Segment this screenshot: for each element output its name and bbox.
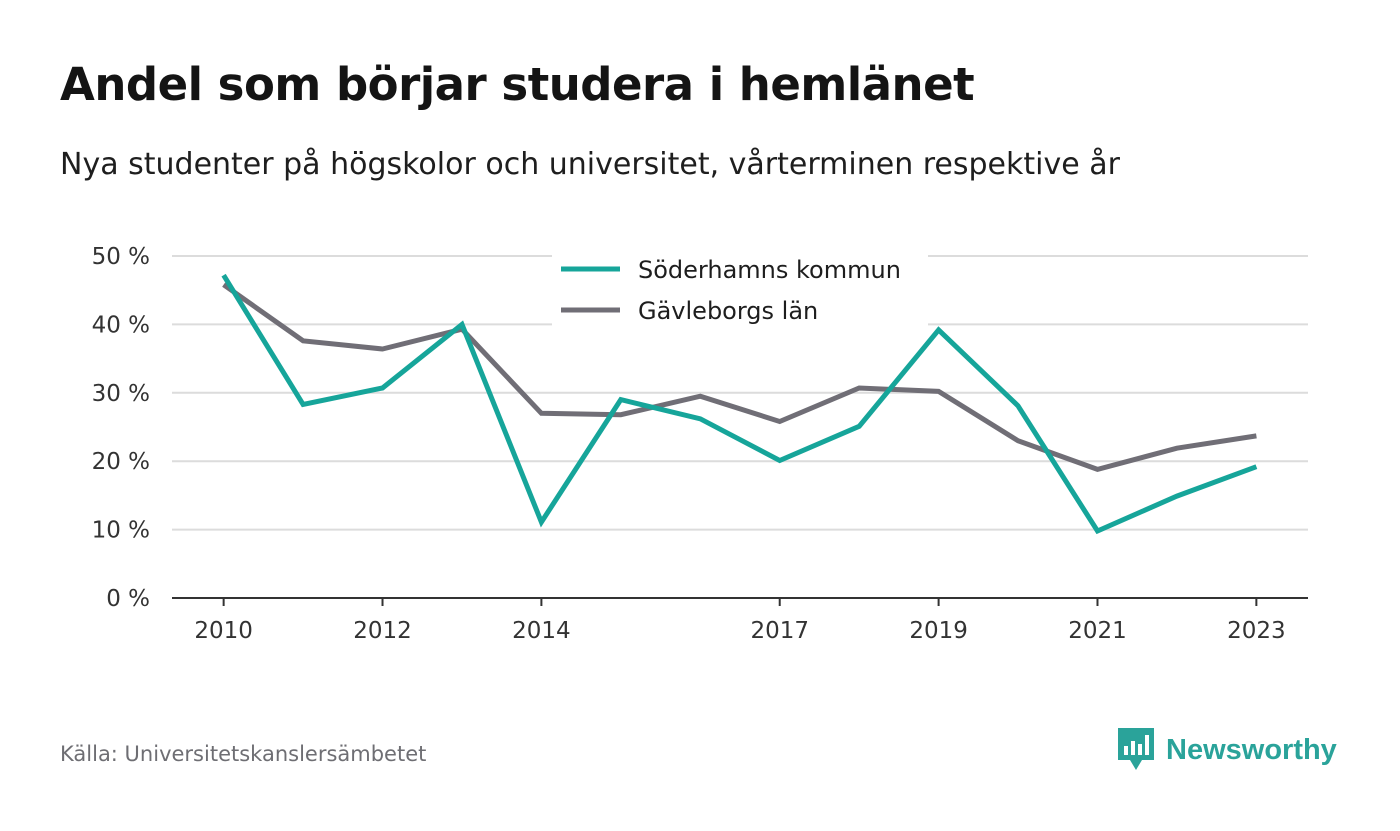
chart-title: Andel som börjar studera i hemlänet — [60, 58, 975, 111]
newsworthy-logo-icon — [1118, 728, 1154, 770]
y-tick-label: 50 % — [92, 244, 150, 270]
legend: Söderhamns kommun Gävleborgs län — [552, 242, 928, 330]
brand-name: Newsworthy — [1166, 733, 1337, 766]
x-tick-label: 2017 — [750, 618, 809, 644]
x-tick-label: 2023 — [1227, 618, 1286, 644]
y-tick-label: 20 % — [92, 449, 150, 475]
x-axis: 2010 2012 2014 2017 2019 2021 2023 — [172, 597, 1308, 644]
y-tick-label: 40 % — [92, 312, 150, 338]
y-tick-label: 10 % — [92, 518, 150, 544]
brand-logo-block: Newsworthy — [1118, 728, 1337, 772]
x-tick-label: 2021 — [1068, 618, 1127, 644]
legend-label-1: Söderhamns kommun — [638, 256, 901, 284]
y-tick-label: 0 % — [106, 586, 150, 612]
y-axis-labels: 0 % 10 % 20 % 30 % 40 % 50 % — [92, 244, 150, 612]
series-line-1 — [221, 273, 1258, 535]
series-line-2 — [222, 282, 1257, 473]
x-tick-label: 2019 — [909, 618, 968, 644]
y-tick-label: 30 % — [92, 381, 150, 407]
legend-label-2: Gävleborgs län — [638, 297, 818, 325]
source-note: Källa: Universitetskanslersämbetet — [60, 742, 427, 766]
series-lines — [221, 273, 1258, 535]
x-tick-label: 2012 — [353, 618, 412, 644]
legend-background — [552, 242, 928, 330]
x-tick-label: 2014 — [512, 618, 571, 644]
chart-subtitle: Nya studenter på högskolor och universit… — [60, 147, 1120, 182]
x-tick-label: 2010 — [194, 618, 253, 644]
